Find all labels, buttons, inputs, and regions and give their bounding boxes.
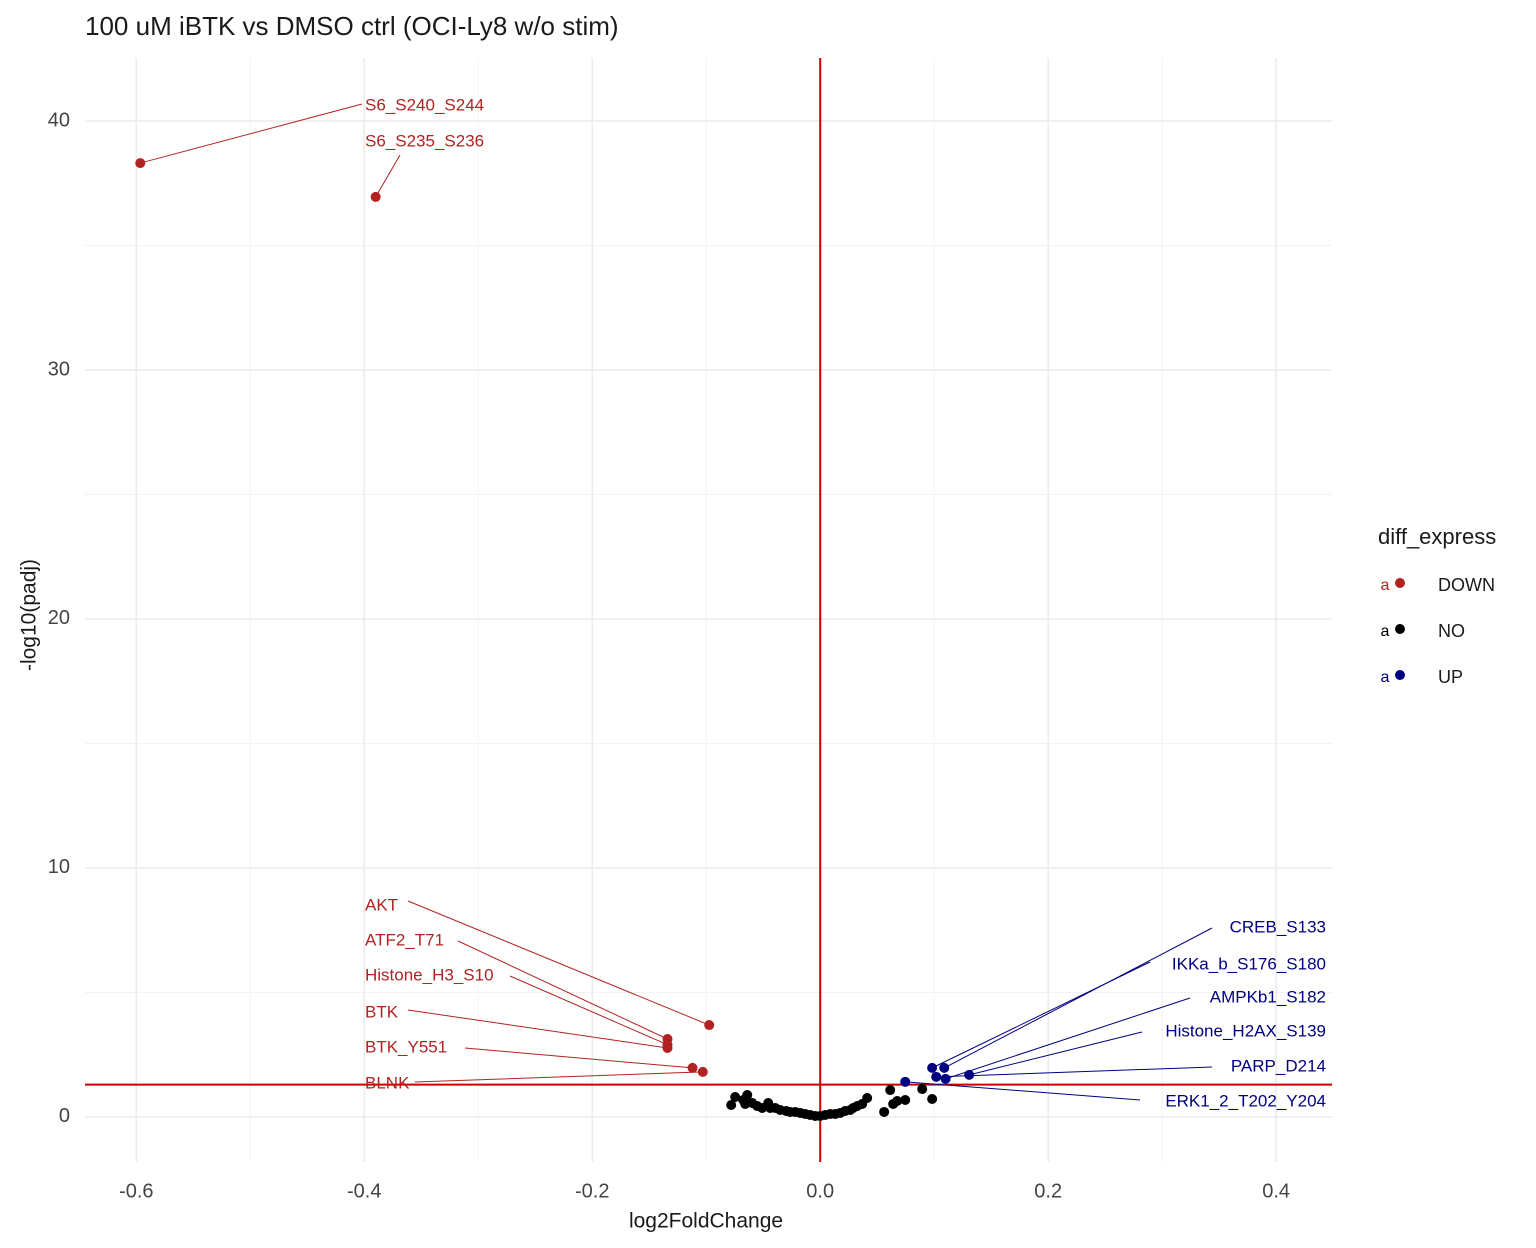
legend-label: UP [1438, 667, 1463, 687]
point [900, 1076, 911, 1087]
x-tick-label: 0.4 [1262, 1180, 1290, 1202]
label-connector [509, 975, 668, 1046]
y-tick-label: 10 [48, 856, 70, 878]
legend-marker [1395, 670, 1405, 680]
legend-key-text: a [1381, 623, 1390, 640]
point-label: CREB_S133 [1230, 917, 1326, 936]
x-tick-label: 0.0 [806, 1180, 834, 1202]
legend-title: diff_express [1378, 524, 1496, 549]
legend-marker [1395, 578, 1405, 588]
label-connector [464, 1047, 693, 1069]
point [697, 1066, 708, 1077]
label-connector [936, 1066, 1213, 1078]
y-tick-label: 20 [48, 607, 70, 629]
x-tick-label: -0.2 [575, 1180, 609, 1202]
label-connector [375, 154, 401, 198]
label-connector [407, 1009, 668, 1049]
point-label: ERK1_2_T202_Y204 [1165, 1091, 1326, 1110]
label-connector [905, 1081, 1141, 1101]
legend-label: DOWN [1438, 575, 1495, 595]
point-label: S6_S235_S236 [365, 131, 484, 150]
x-tick-label: -0.4 [347, 1180, 381, 1202]
point [726, 1099, 737, 1110]
label-connector [414, 1071, 703, 1083]
point [730, 1092, 741, 1103]
label-connector [457, 940, 668, 1040]
point [964, 1069, 975, 1080]
label-connector [945, 997, 1191, 1080]
point [879, 1106, 890, 1117]
point-label: PARP_D214 [1231, 1056, 1326, 1075]
point [900, 1095, 911, 1106]
x-axis-label: log2FoldChange [629, 1210, 783, 1233]
point [135, 158, 146, 169]
point-label: AKT [365, 895, 398, 914]
label-connector [943, 927, 1213, 1069]
point [885, 1085, 896, 1096]
point-label: ATF2_T71 [365, 930, 444, 949]
point [892, 1095, 903, 1106]
point [940, 1073, 951, 1084]
label-connector [969, 1031, 1143, 1076]
point-label: IKKa_b_S176_S180 [1172, 954, 1326, 973]
y-tick-label: 30 [48, 358, 70, 380]
point-label: BTK_Y551 [365, 1037, 447, 1056]
point [931, 1071, 942, 1082]
point-label: Histone_H2AX_S139 [1165, 1021, 1326, 1040]
chart-title: 100 uM iBTK vs DMSO ctrl (OCI-Ly8 w/o st… [85, 11, 619, 41]
point [939, 1062, 950, 1073]
point [687, 1062, 698, 1073]
y-axis-label: -log10(padj) [18, 559, 41, 671]
label-connector [931, 961, 1151, 1069]
point [662, 1042, 673, 1053]
legend-marker [1395, 624, 1405, 634]
point-label: AMPKb1_S182 [1210, 987, 1326, 1006]
point-label: BTK [365, 1002, 399, 1021]
point [370, 191, 381, 202]
label-connector [407, 900, 710, 1026]
legend-label: NO [1438, 621, 1465, 641]
point [927, 1094, 938, 1105]
y-tick-label: 0 [59, 1105, 70, 1127]
point-label: S6_S240_S244 [365, 95, 484, 114]
point [742, 1090, 753, 1101]
point-label: BLNK [365, 1073, 410, 1092]
x-tick-label: 0.2 [1034, 1180, 1062, 1202]
point [862, 1093, 873, 1104]
point [927, 1062, 938, 1073]
legend-key-text: a [1381, 577, 1390, 594]
y-tick-label: 40 [48, 109, 70, 131]
x-tick-label: -0.6 [119, 1180, 153, 1202]
point [704, 1020, 715, 1031]
legend-key-text: a [1381, 669, 1390, 686]
label-connector [140, 103, 363, 164]
point [917, 1084, 928, 1095]
point-label: Histone_H3_S10 [365, 965, 494, 984]
